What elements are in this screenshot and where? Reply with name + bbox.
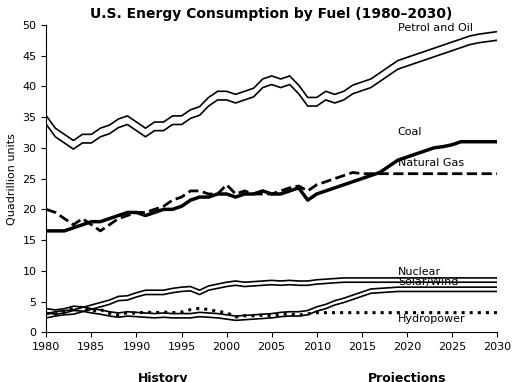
Text: Hydropower: Hydropower <box>398 314 466 324</box>
Text: Solar/Wind: Solar/Wind <box>398 277 458 287</box>
Text: Natural Gas: Natural Gas <box>398 158 464 168</box>
Text: Coal: Coal <box>398 128 422 138</box>
Text: Projections: Projections <box>368 372 446 382</box>
Y-axis label: Quadrillion units: Quadrillion units <box>7 133 17 225</box>
Text: History: History <box>138 372 189 382</box>
Text: Nuclear: Nuclear <box>398 267 441 277</box>
Text: Petrol and Oil: Petrol and Oil <box>398 23 473 33</box>
Title: U.S. Energy Consumption by Fuel (1980–2030): U.S. Energy Consumption by Fuel (1980–20… <box>91 7 453 21</box>
